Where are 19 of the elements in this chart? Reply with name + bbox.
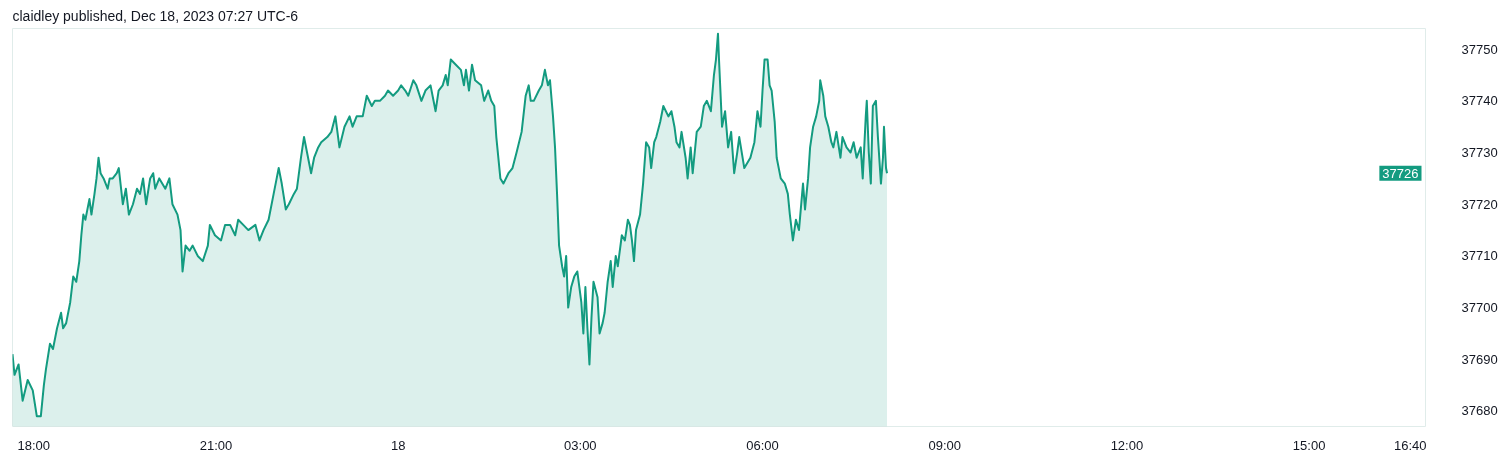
x-tick-label: 06:00 [746, 437, 779, 453]
x-tick-label: 15:00 [1292, 437, 1326, 453]
x-tick-label: 21:00 [199, 437, 233, 453]
y-tick-label: 37700 [1461, 300, 1498, 316]
y-tick-label: 37690 [1461, 351, 1498, 367]
y-tick-label: 37710 [1461, 248, 1498, 264]
chart-title: claidley published, Dec 18, 2023 07:27 UTC-6 [12, 7, 299, 24]
y-tick-label: 37730 [1461, 145, 1498, 161]
x-tick-label: 03:00 [564, 437, 597, 453]
x-tick-label: 18 [390, 437, 406, 453]
y-tick-label: 37750 [1461, 41, 1498, 57]
y-tick-label: 37680 [1461, 403, 1498, 419]
x-tick-label: 16:40 [1394, 437, 1427, 453]
x-tick-label: 18:00 [17, 437, 51, 453]
y-tick-label: 37720 [1461, 196, 1498, 212]
y-tick-label: 37740 [1461, 93, 1498, 109]
annotation: 37726 [1382, 165, 1419, 181]
x-tick-label: 09:00 [928, 437, 961, 453]
x-tick-label: 12:00 [1110, 437, 1144, 453]
